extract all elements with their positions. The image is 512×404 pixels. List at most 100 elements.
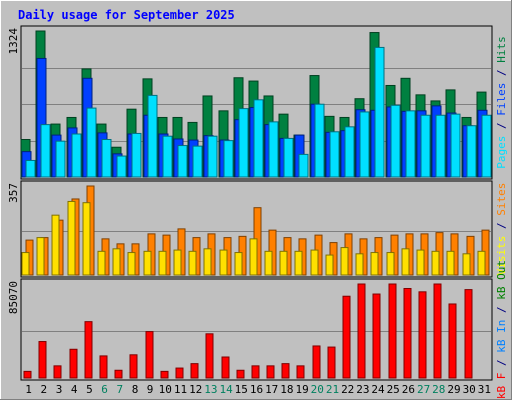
day-label: 2	[40, 383, 47, 396]
panel-kbf-kbin-kbout: 85070 kB F / kB In / kB Out	[7, 260, 508, 399]
series-label-part: /	[495, 300, 508, 320]
bar-visits	[21, 252, 30, 276]
bar-visits	[279, 250, 288, 276]
bar-pages	[374, 46, 385, 178]
day-label: 5	[86, 383, 93, 396]
bar-kb-f	[266, 365, 275, 379]
series-label-part: kB Out	[495, 260, 508, 300]
day-label: 21	[326, 383, 339, 396]
bar-visits	[173, 249, 182, 276]
bar-visits	[294, 250, 303, 276]
bar-visits	[370, 252, 379, 276]
bar-pages	[435, 114, 446, 178]
series-label-part: Sites	[495, 183, 508, 216]
bar-kb-f	[84, 321, 93, 379]
bar-pages	[481, 114, 492, 178]
bar-kb-f	[114, 369, 123, 379]
bar-visits	[51, 214, 60, 276]
bar-visits	[112, 248, 121, 276]
panel-visits-sites: 357 Visits / Sites	[7, 180, 508, 278]
bar-pages	[298, 153, 309, 178]
bar-pages	[314, 103, 325, 178]
bar-visits	[431, 250, 440, 276]
bar-pages	[207, 135, 218, 178]
bar-pages	[344, 126, 355, 178]
bar-visits	[477, 250, 486, 276]
bar-kb-f	[342, 295, 351, 379]
day-label: 18	[280, 383, 293, 396]
day-label: 8	[132, 383, 139, 396]
bar-kb-f	[327, 346, 336, 379]
bar-visits	[97, 250, 106, 276]
bar-kb-f	[69, 348, 78, 379]
day-label: 27	[417, 383, 430, 396]
bar-pages	[55, 140, 66, 178]
day-label: 20	[311, 383, 324, 396]
day-labels: 1 2 3 4 5 6 7 8 9 10 11 12 13 14 15 16 17 18 19 20 21 22 23 24 2…	[25, 383, 491, 396]
bar-kb-f	[312, 345, 321, 379]
day-label: 15	[235, 383, 248, 396]
bar-visits	[234, 252, 243, 276]
day-label: 16	[250, 383, 263, 396]
bar-pages	[359, 111, 370, 178]
bar-pages	[238, 108, 249, 178]
bar-pages	[253, 99, 264, 178]
panel-series-label: kB F / kB In / kB Out	[495, 260, 508, 399]
day-label: 9	[147, 383, 154, 396]
bar-kb-f	[464, 289, 473, 379]
bar-pages	[116, 155, 127, 178]
day-label: 11	[174, 383, 187, 396]
bar-visits	[264, 250, 273, 276]
bar-visits	[82, 202, 91, 276]
day-label: 13	[204, 383, 217, 396]
bar-kb-f	[145, 331, 154, 379]
day-label: 29	[447, 383, 460, 396]
bar-kb-f	[281, 363, 290, 379]
bar-visits	[355, 253, 364, 276]
bar-visits	[219, 249, 228, 276]
bar-kb-f	[190, 363, 199, 379]
day-label: 31	[478, 383, 491, 396]
bar-kb-f	[236, 369, 245, 379]
panel-max-label: 1324	[7, 28, 20, 55]
bar-visits	[416, 249, 425, 276]
bar-visits	[401, 248, 410, 276]
bar-pages	[283, 137, 294, 178]
series-label-part: Hits	[495, 36, 508, 63]
bar-visits	[67, 200, 76, 276]
bar-pages	[177, 145, 188, 178]
bar-pages	[131, 132, 142, 178]
day-label: 4	[71, 383, 78, 396]
bar-pages	[390, 104, 401, 178]
day-label: 14	[219, 383, 233, 396]
bar-pages	[329, 131, 340, 178]
panel-max-label: 85070	[7, 281, 20, 314]
bar-visits	[446, 250, 455, 276]
day-label: 1	[25, 383, 32, 396]
day-label: 23	[356, 383, 369, 396]
bar-kb-f	[251, 365, 260, 379]
series-label-part: /	[495, 353, 508, 373]
bar-kb-f	[160, 370, 169, 379]
bar-kb-f	[357, 283, 366, 379]
bar-kb-f	[53, 365, 62, 379]
bar-kb-f	[221, 356, 230, 379]
panel-max-label: 357	[7, 183, 20, 203]
chart-title: Daily usage for September 2025	[18, 8, 235, 22]
bar-kb-f	[388, 283, 397, 379]
bar-pages	[450, 113, 461, 178]
day-label: 7	[116, 383, 123, 396]
bar-visits	[325, 254, 334, 276]
day-label: 25	[387, 383, 400, 396]
bar-pages	[25, 159, 36, 178]
bar-kb-f	[99, 355, 108, 379]
day-label: 3	[56, 383, 63, 396]
series-label-part: kB F	[495, 373, 508, 400]
bar-pages	[466, 125, 477, 178]
day-label: 6	[101, 383, 108, 396]
bar-kb-f	[418, 291, 427, 379]
day-label: 10	[159, 383, 172, 396]
bar-visits	[127, 252, 136, 276]
bar-kb-f	[403, 287, 412, 379]
